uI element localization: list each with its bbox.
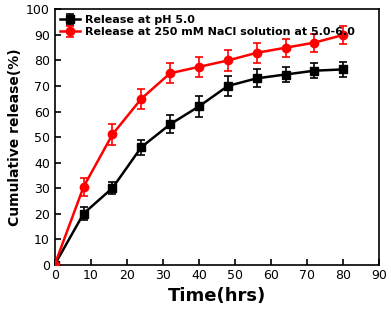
- Y-axis label: Cumulative release(%): Cumulative release(%): [8, 48, 22, 226]
- X-axis label: Time(hrs): Time(hrs): [168, 287, 266, 305]
- Legend: Release at pH 5.0, Release at 250 mM NaCl solution at 5.0-6.0: Release at pH 5.0, Release at 250 mM NaC…: [58, 13, 357, 39]
